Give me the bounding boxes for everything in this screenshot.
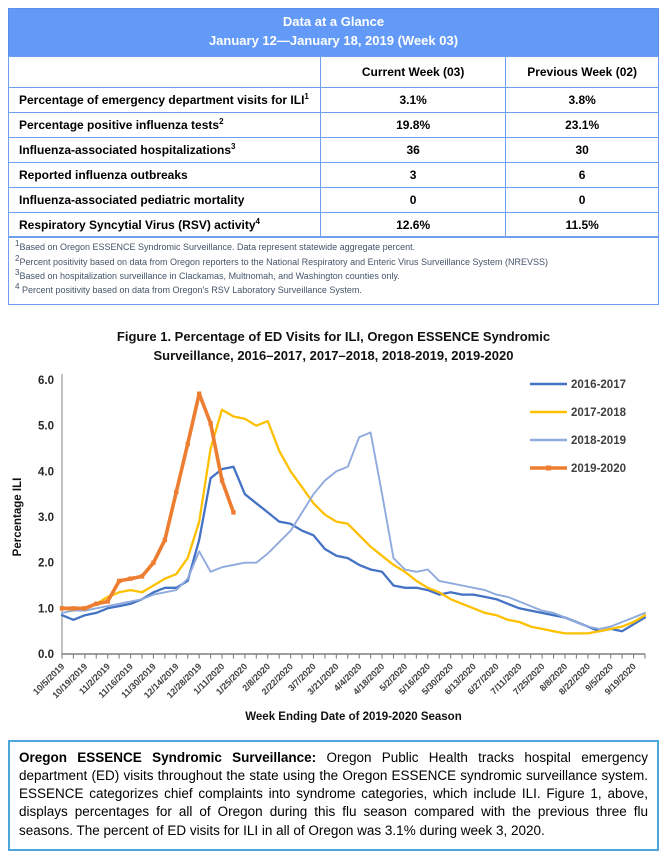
footnote: 4 Percent positivity based on data from …: [15, 283, 362, 296]
footnote-marker: 2: [219, 116, 224, 126]
row-label: Influenza-associated pediatric mortality: [8, 186, 321, 213]
legend-label: 2018-2019: [571, 435, 626, 447]
series-marker: [105, 599, 110, 604]
current-week-value: 3.1%: [319, 86, 507, 113]
glance-title: Data at a Glance: [282, 14, 385, 29]
legend-label: 2019-2020: [571, 463, 626, 475]
summary-body: Oregon Public Health tracks hospital eme…: [19, 749, 648, 838]
glance-title-bar: Data at a Glance January 12—January 18, …: [8, 8, 659, 57]
series-marker: [174, 489, 179, 494]
table-row: Reported influenza outbreaks 3 6: [8, 161, 659, 188]
footnote: 1Based on Oregon ESSENCE Syndromic Surve…: [15, 240, 416, 253]
table-row: Influenza-associated hospitalizations3 36…: [8, 136, 659, 163]
previous-week-value: 23.1%: [505, 111, 659, 138]
footnote-marker: 3: [231, 141, 236, 151]
series-marker: [139, 573, 145, 579]
row-label: Percentage of emergency department visit…: [8, 86, 321, 113]
series-marker: [82, 605, 88, 611]
footnote-number: 3: [15, 268, 20, 277]
x-axis-title: Week Ending Date of 2019-2020 Season: [245, 711, 461, 723]
series-2017-2018: [60, 408, 647, 635]
y-tick-label: 1.0: [38, 603, 54, 615]
series-marker: [116, 578, 122, 583]
ili-line-chart: 0.0 1.0 2.0 3.0 4.0 5.0 6.0 10/5/2019 10/19/2019…: [8, 368, 659, 728]
series-marker: [94, 601, 99, 606]
figure-title-line1: Figure 1. Percentage of ED Visits for IL…: [116, 328, 551, 344]
y-tick-label: 0.0: [38, 649, 54, 661]
row-label: Respiratory Syncytial Virus (RSV) activi…: [8, 211, 321, 238]
glance-table: Current Week (03) Previous Week (02) Per…: [8, 55, 659, 238]
table-row: Percentage positive influenza tests2 19.8…: [8, 111, 659, 138]
series-marker: [128, 576, 133, 581]
current-week-value: 12.6%: [319, 211, 507, 238]
series-marker: [71, 605, 76, 611]
summary-box: Oregon ESSENCE Syndromic Surveillance: O…: [8, 739, 659, 851]
current-week-value: 0: [319, 186, 507, 213]
series-marker: [185, 441, 190, 446]
row-label: Reported influenza outbreaks: [8, 161, 321, 188]
y-tick-label: 3.0: [38, 512, 54, 524]
legend-label: 2017-2018: [571, 407, 627, 419]
footnote-number: 4: [15, 283, 20, 292]
series-marker: [196, 391, 202, 396]
legend-marker: [546, 465, 551, 471]
glance-header-row: Current Week (03) Previous Week (02): [8, 55, 659, 88]
current-week-value: 3: [319, 161, 507, 188]
series-marker: [208, 420, 213, 426]
table-row: Percentage of emergency department visit…: [8, 86, 659, 113]
y-tick-label: 5.0: [38, 420, 54, 432]
current-week-value: 36: [319, 136, 507, 163]
row-label: Percentage positive influenza tests2: [8, 111, 321, 138]
col-header-previous-week: Previous Week (02): [505, 55, 659, 88]
summary-lead: Oregon ESSENCE Syndromic Surveillance:: [19, 749, 317, 765]
footnote-marker: 4: [255, 216, 260, 226]
row-label: Influenza-associated hospitalizations3: [8, 136, 321, 163]
y-tick-label: 2.0: [38, 557, 54, 569]
series-2018-2019: [61, 431, 646, 630]
col-header-blank: [8, 55, 321, 88]
series-marker: [162, 537, 168, 542]
previous-week-value: 6: [505, 161, 659, 188]
y-tick-label: 6.0: [38, 375, 54, 387]
table-row: Respiratory Syncytial Virus (RSV) activi…: [8, 211, 659, 238]
previous-week-value: 3.8%: [505, 86, 659, 113]
col-header-current-week: Current Week (03): [319, 55, 507, 88]
series-marker: [219, 478, 225, 483]
footnotes-box: 1Based on Oregon ESSENCE Syndromic Surve…: [8, 236, 659, 305]
glance-date-range: January 12—January 18, 2019 (Week 03): [208, 32, 459, 48]
series-marker: [231, 509, 236, 515]
chart-svg: 0.01.02.03.04.05.06.010/5/201910/19/2019…: [12, 373, 647, 723]
previous-week-value: 11.5%: [505, 211, 659, 238]
legend-label: 2016-2017: [571, 379, 626, 391]
previous-week-value: 0: [505, 186, 659, 213]
footnote: 2Percent positivity based on data from O…: [15, 254, 549, 267]
y-axis-title: Percentage ILI: [12, 477, 24, 556]
footnote-number: 2: [15, 254, 20, 263]
series-marker: [59, 605, 65, 611]
y-tick-label: 4.0: [38, 466, 54, 478]
series-2019-2020: [60, 391, 236, 610]
footnote: 3Based on hospitalization surveillance i…: [15, 268, 400, 281]
series-2016-2017: [60, 465, 647, 633]
footnote-marker: 1: [304, 91, 309, 101]
current-week-value: 19.8%: [319, 111, 507, 138]
table-row: Influenza-associated pediatric mortality…: [8, 186, 659, 213]
figure-title: Figure 1. Percentage of ED Visits for IL…: [8, 327, 659, 366]
series-marker: [151, 560, 156, 565]
previous-week-value: 30: [505, 136, 659, 163]
figure-title-line2: Surveillance, 2016–2017, 2017–2018, 2018…: [153, 348, 514, 364]
footnote-number: 1: [15, 240, 20, 249]
